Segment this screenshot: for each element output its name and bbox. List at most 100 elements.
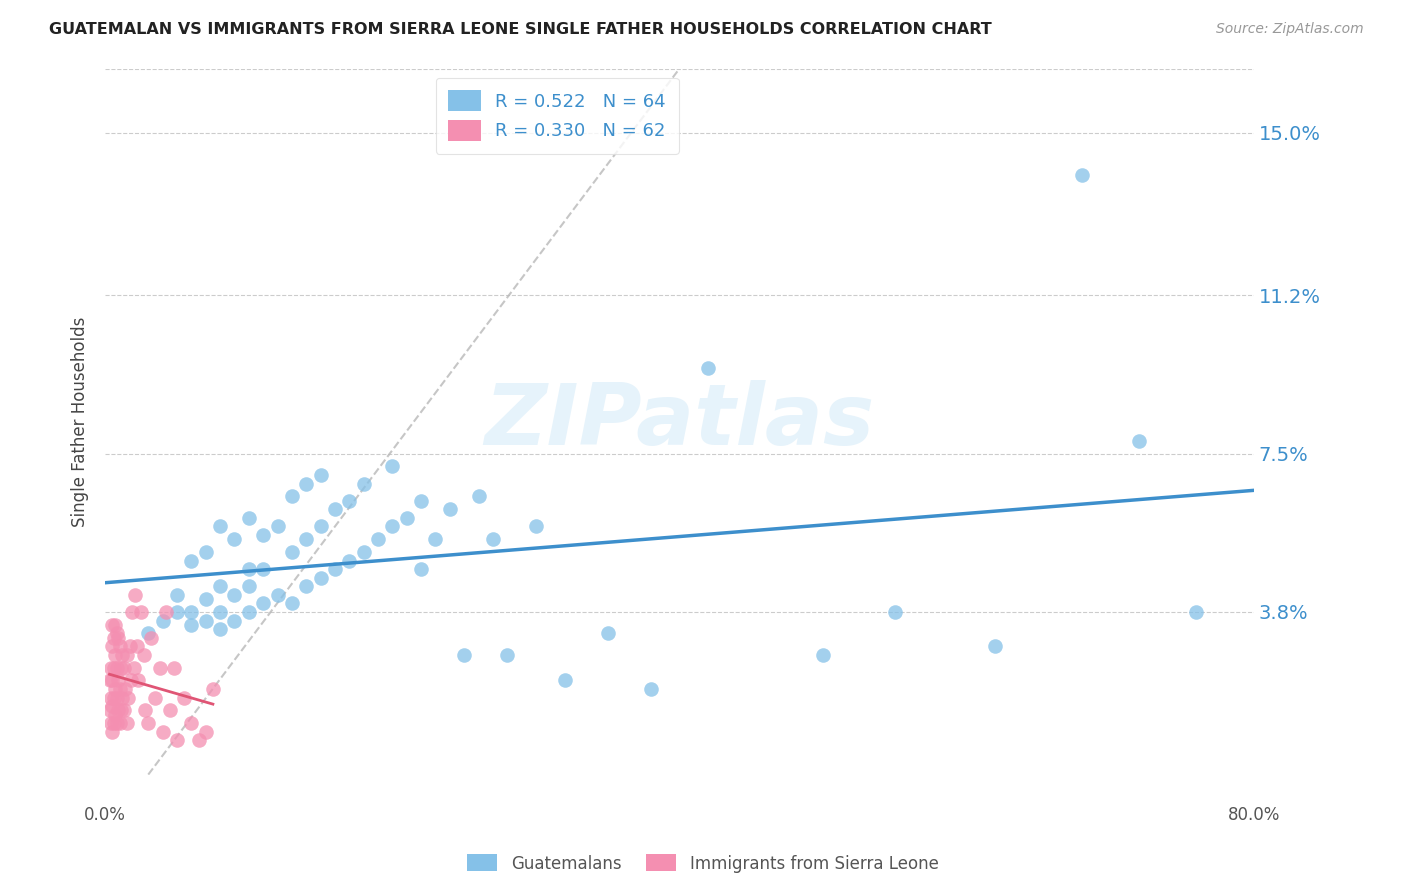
Point bbox=[640, 681, 662, 696]
Point bbox=[266, 519, 288, 533]
Point bbox=[155, 605, 177, 619]
Legend: Guatemalans, Immigrants from Sierra Leone: Guatemalans, Immigrants from Sierra Leon… bbox=[461, 847, 945, 880]
Point bbox=[295, 476, 318, 491]
Point bbox=[409, 562, 432, 576]
Point bbox=[166, 588, 188, 602]
Point bbox=[129, 605, 152, 619]
Point bbox=[353, 545, 375, 559]
Point bbox=[101, 617, 124, 632]
Point bbox=[309, 468, 332, 483]
Point bbox=[117, 690, 139, 705]
Point bbox=[984, 639, 1007, 653]
Point bbox=[467, 490, 489, 504]
Point bbox=[180, 605, 202, 619]
Point bbox=[811, 648, 834, 662]
Point bbox=[111, 648, 134, 662]
Point bbox=[103, 716, 125, 731]
Point bbox=[108, 681, 131, 696]
Point bbox=[524, 519, 547, 533]
Point bbox=[194, 614, 217, 628]
Point bbox=[166, 733, 188, 747]
Point bbox=[124, 588, 146, 602]
Point bbox=[238, 562, 260, 576]
Point bbox=[104, 648, 127, 662]
Point bbox=[122, 660, 145, 674]
Point bbox=[367, 533, 389, 547]
Point bbox=[127, 673, 149, 688]
Point bbox=[118, 639, 141, 653]
Point bbox=[152, 724, 174, 739]
Point bbox=[163, 660, 186, 674]
Point bbox=[224, 614, 246, 628]
Point bbox=[1070, 169, 1092, 183]
Point bbox=[108, 716, 131, 731]
Point bbox=[103, 631, 125, 645]
Point bbox=[224, 533, 246, 547]
Point bbox=[596, 626, 619, 640]
Point bbox=[100, 716, 122, 731]
Point bbox=[395, 511, 418, 525]
Point bbox=[101, 673, 124, 688]
Point bbox=[180, 553, 202, 567]
Point bbox=[238, 511, 260, 525]
Point bbox=[323, 502, 346, 516]
Point bbox=[180, 716, 202, 731]
Point bbox=[209, 622, 232, 636]
Point bbox=[238, 605, 260, 619]
Point bbox=[132, 648, 155, 662]
Point bbox=[180, 617, 202, 632]
Point bbox=[337, 553, 360, 567]
Point bbox=[1128, 434, 1150, 448]
Point bbox=[209, 579, 232, 593]
Point bbox=[100, 660, 122, 674]
Point bbox=[238, 579, 260, 593]
Point bbox=[110, 703, 132, 717]
Point bbox=[98, 673, 121, 688]
Point bbox=[110, 660, 132, 674]
Text: Source: ZipAtlas.com: Source: ZipAtlas.com bbox=[1216, 22, 1364, 37]
Point bbox=[697, 361, 720, 376]
Point bbox=[107, 631, 129, 645]
Point bbox=[252, 528, 274, 542]
Point bbox=[496, 648, 519, 662]
Legend: R = 0.522   N = 64, R = 0.330   N = 62: R = 0.522 N = 64, R = 0.330 N = 62 bbox=[436, 78, 679, 153]
Point bbox=[194, 724, 217, 739]
Point bbox=[883, 605, 905, 619]
Point bbox=[115, 648, 138, 662]
Point bbox=[105, 660, 128, 674]
Point bbox=[194, 592, 217, 607]
Point bbox=[120, 673, 142, 688]
Point bbox=[134, 703, 156, 717]
Point bbox=[103, 660, 125, 674]
Point bbox=[112, 703, 135, 717]
Point bbox=[295, 579, 318, 593]
Point bbox=[114, 681, 136, 696]
Point bbox=[107, 703, 129, 717]
Point bbox=[381, 459, 404, 474]
Point bbox=[105, 716, 128, 731]
Point bbox=[173, 690, 195, 705]
Point bbox=[309, 571, 332, 585]
Point bbox=[295, 533, 318, 547]
Point bbox=[439, 502, 461, 516]
Point bbox=[108, 639, 131, 653]
Point bbox=[111, 690, 134, 705]
Point bbox=[252, 562, 274, 576]
Point bbox=[112, 660, 135, 674]
Point bbox=[323, 562, 346, 576]
Point bbox=[104, 617, 127, 632]
Point bbox=[115, 716, 138, 731]
Text: ZIPatlas: ZIPatlas bbox=[485, 380, 875, 463]
Text: 0.0%: 0.0% bbox=[84, 806, 127, 824]
Point bbox=[266, 588, 288, 602]
Point bbox=[554, 673, 576, 688]
Point bbox=[381, 519, 404, 533]
Y-axis label: Single Father Households: Single Father Households bbox=[72, 317, 89, 527]
Point bbox=[152, 614, 174, 628]
Point bbox=[224, 588, 246, 602]
Point bbox=[101, 639, 124, 653]
Point bbox=[453, 648, 475, 662]
Point bbox=[141, 631, 163, 645]
Text: 80.0%: 80.0% bbox=[1227, 806, 1279, 824]
Point bbox=[309, 519, 332, 533]
